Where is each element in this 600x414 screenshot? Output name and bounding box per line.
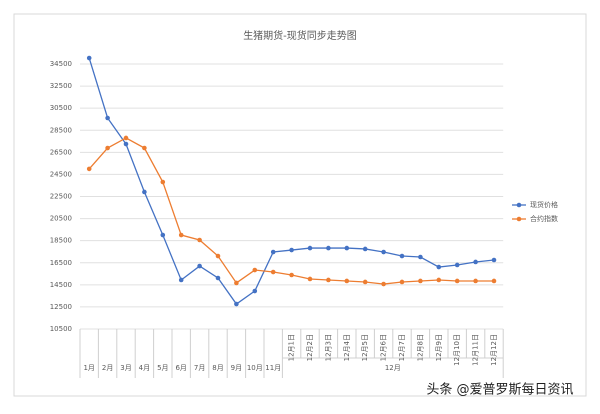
data-point	[197, 237, 202, 243]
data-point	[436, 277, 442, 283]
x-tick-label: 12月1日	[288, 334, 296, 361]
data-point	[436, 264, 442, 270]
data-point	[178, 232, 184, 238]
y-tick-label: 26500	[50, 148, 72, 156]
chart-title: 生猪期货-现货同步走势图	[243, 29, 357, 42]
data-point	[307, 245, 313, 251]
data-point	[362, 246, 368, 252]
data-point	[289, 247, 294, 253]
data-point	[381, 281, 386, 287]
data-point	[86, 55, 92, 61]
y-tick-label: 16500	[50, 259, 72, 267]
x-tick-label: 11月	[265, 364, 281, 372]
x-tick-label: 4月	[139, 364, 150, 372]
x-tick-label: 5月	[157, 364, 168, 372]
legend-marker	[516, 202, 522, 208]
y-tick-label: 18500	[50, 237, 72, 245]
data-point	[454, 262, 460, 268]
x-tick-label: 12月5日	[361, 334, 369, 361]
data-point	[252, 267, 258, 273]
data-point	[307, 276, 313, 282]
data-point	[123, 135, 129, 141]
y-tick-label: 14500	[50, 281, 72, 289]
data-point	[381, 249, 386, 255]
data-point	[399, 279, 405, 285]
y-tick-label: 10500	[50, 325, 72, 333]
data-point	[142, 145, 147, 151]
data-point	[326, 245, 331, 251]
x-tick-label: 12月3日	[324, 334, 332, 361]
data-point	[454, 278, 460, 284]
data-point	[491, 257, 497, 263]
data-point	[105, 115, 110, 121]
data-point	[473, 278, 478, 284]
legend-label: 现货价格	[530, 200, 558, 209]
data-point	[326, 277, 331, 283]
x-tick-label: 1月	[83, 364, 94, 372]
y-tick-label: 30500	[50, 104, 72, 112]
y-tick-label: 34500	[50, 60, 72, 68]
y-tick-label: 28500	[50, 126, 72, 134]
x-tick-label: 9月	[231, 364, 242, 372]
data-point	[197, 263, 202, 269]
data-point	[362, 279, 368, 285]
data-point	[491, 278, 497, 284]
data-point	[418, 254, 423, 260]
x-group-label: 12月	[385, 364, 401, 372]
x-tick-label: 3月	[120, 364, 131, 372]
x-tick-label: 12月4日	[343, 334, 351, 361]
x-tick-label: 12月7日	[398, 334, 406, 361]
data-point	[418, 278, 423, 284]
data-point	[234, 301, 239, 307]
x-tick-label: 12月10日	[453, 334, 461, 366]
x-tick-label: 2月	[102, 364, 113, 372]
x-tick-label: 6月	[175, 364, 186, 372]
x-tick-label: 10月	[247, 364, 263, 372]
x-tick-label: 8月	[212, 364, 223, 372]
y-tick-label: 20500	[50, 215, 72, 223]
data-point	[289, 272, 294, 278]
chart-frame	[13, 13, 587, 397]
data-point	[344, 245, 350, 251]
x-tick-label: 12月8日	[416, 334, 424, 361]
data-point	[142, 189, 147, 195]
data-point	[270, 249, 276, 255]
data-point	[86, 166, 92, 172]
data-point	[215, 275, 221, 281]
y-tick-label: 22500	[50, 193, 72, 201]
data-point	[270, 269, 276, 275]
x-tick-label: 12月11日	[472, 334, 480, 366]
x-tick-label: 12月2日	[306, 334, 314, 361]
data-point	[344, 278, 350, 284]
data-point	[399, 253, 405, 259]
x-tick-label: 12月6日	[380, 334, 388, 361]
x-tick-label: 12月12日	[490, 334, 498, 366]
data-point	[178, 277, 184, 283]
x-tick-label: 7月	[194, 364, 205, 372]
legend-label: 合约指数	[530, 214, 558, 223]
data-point	[105, 145, 110, 151]
y-tick-label: 24500	[50, 170, 72, 178]
data-point	[123, 141, 129, 147]
watermark: 头条 @爱普罗斯每日资讯	[426, 382, 573, 398]
y-tick-label: 32500	[50, 82, 72, 90]
data-point	[160, 179, 166, 185]
x-tick-label: 12月9日	[435, 334, 443, 361]
data-point	[215, 253, 221, 259]
legend-marker	[516, 216, 522, 222]
y-tick-label: 12500	[50, 303, 72, 311]
data-point	[473, 259, 478, 265]
data-point	[160, 232, 166, 238]
data-point	[234, 280, 239, 286]
data-point	[252, 288, 258, 294]
